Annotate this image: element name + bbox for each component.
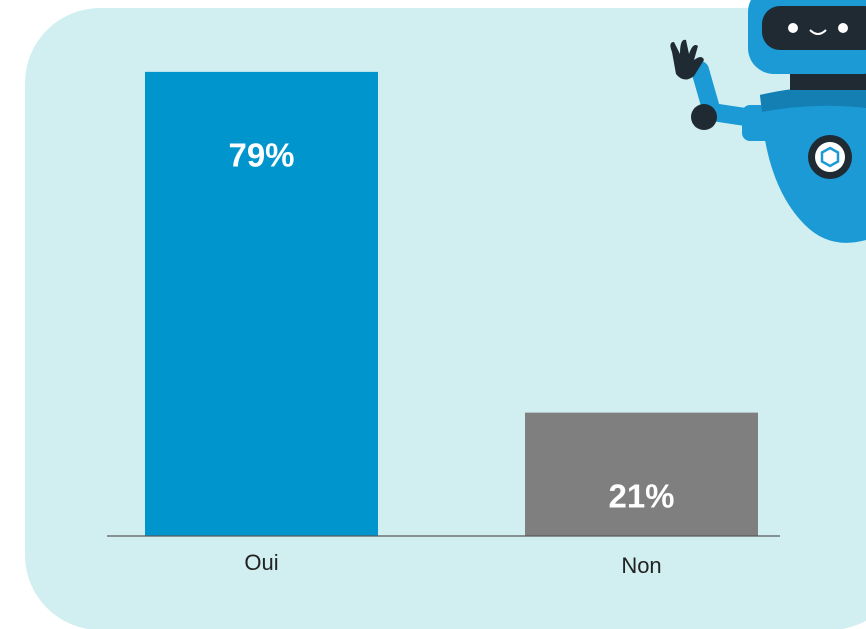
x-tick-label: Oui [244, 550, 278, 575]
data-label: 21% [608, 477, 674, 514]
robot-illustration [670, 0, 866, 243]
data-label: 79% [228, 137, 294, 174]
bar [145, 71, 378, 536]
bar [525, 412, 758, 536]
x-tick-label: Non [621, 553, 661, 578]
plot-area: 79% Oui 21% Non [107, 71, 780, 578]
